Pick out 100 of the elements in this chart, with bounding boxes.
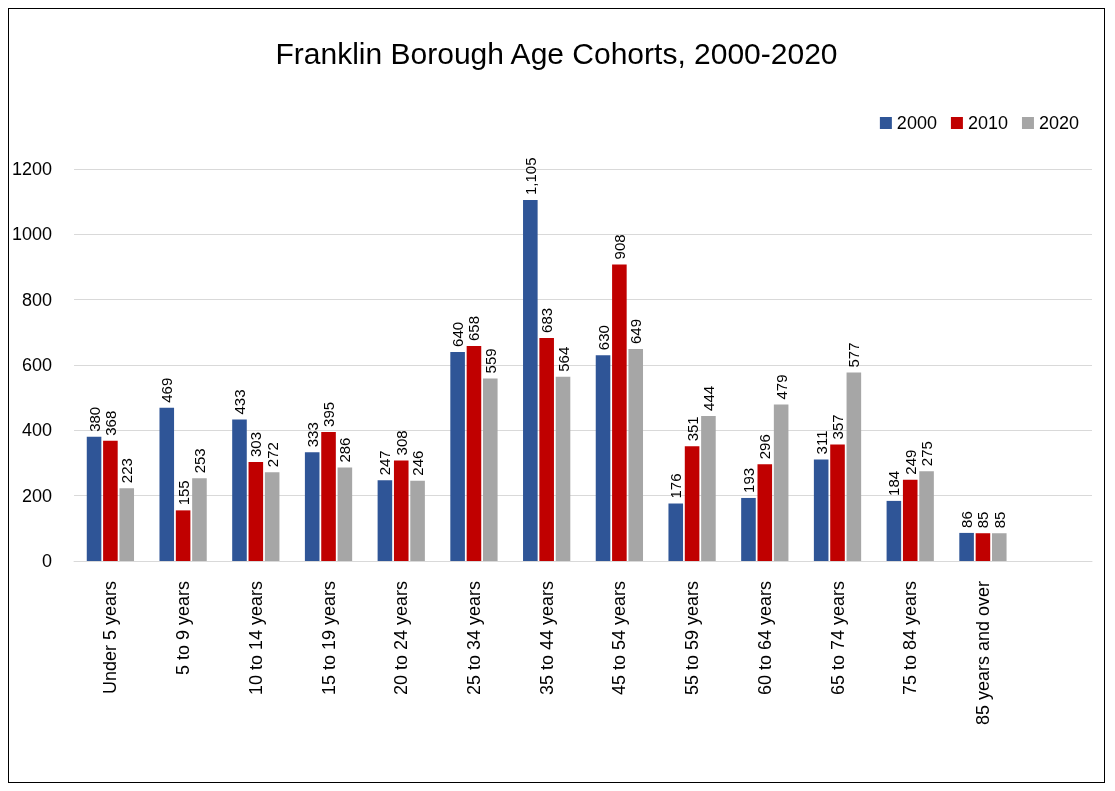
y-tick-label: 400 bbox=[22, 420, 53, 441]
data-label: 272 bbox=[263, 442, 281, 468]
data-label: 683 bbox=[538, 307, 556, 333]
x-tick-label: 75 to 84 years bbox=[900, 581, 921, 696]
bar bbox=[410, 480, 425, 561]
bar bbox=[393, 460, 409, 561]
x-tick-label: 20 to 24 years bbox=[391, 581, 412, 696]
bar bbox=[192, 478, 207, 561]
bar bbox=[959, 532, 974, 561]
data-label: 469 bbox=[158, 377, 176, 403]
bar bbox=[773, 404, 789, 561]
bar bbox=[741, 497, 756, 561]
bar bbox=[991, 533, 1007, 561]
data-label: 395 bbox=[320, 401, 338, 427]
data-label: 444 bbox=[699, 385, 717, 411]
y-tick-label: 800 bbox=[22, 289, 53, 310]
data-label: 193 bbox=[739, 467, 757, 493]
data-label: 577 bbox=[845, 342, 863, 368]
bar bbox=[377, 480, 393, 561]
data-label: 253 bbox=[190, 448, 208, 474]
bar bbox=[701, 415, 716, 561]
bar bbox=[304, 452, 320, 561]
x-tick-label: 10 to 14 years bbox=[245, 581, 266, 696]
data-label: 184 bbox=[885, 470, 903, 496]
data-label: 649 bbox=[627, 318, 645, 344]
bar bbox=[684, 446, 700, 561]
bar bbox=[483, 378, 498, 561]
bar bbox=[86, 436, 102, 561]
data-label: 559 bbox=[481, 348, 499, 374]
x-tick-label: 60 to 64 years bbox=[754, 581, 775, 696]
bar bbox=[321, 431, 336, 561]
data-label: 1,105 bbox=[521, 157, 539, 196]
x-tick-label: Under 5 years bbox=[100, 581, 121, 695]
data-label: 564 bbox=[554, 346, 572, 372]
bar bbox=[902, 479, 918, 561]
bar bbox=[175, 510, 191, 561]
data-label: 333 bbox=[303, 422, 321, 448]
data-label: 368 bbox=[101, 410, 119, 436]
data-label: 155 bbox=[174, 480, 192, 506]
x-tick-label: 35 to 44 years bbox=[536, 581, 557, 696]
y-tick-label: 0 bbox=[42, 551, 53, 571]
data-label: 433 bbox=[230, 389, 248, 415]
x-tick-label: 45 to 54 years bbox=[609, 581, 630, 696]
bar bbox=[248, 462, 264, 561]
chart-title: Franklin Borough Age Cohorts, 2000-2020 bbox=[275, 36, 838, 70]
bar bbox=[555, 376, 571, 561]
bar bbox=[813, 459, 829, 561]
data-label: 249 bbox=[901, 449, 919, 475]
y-tick-label: 200 bbox=[22, 485, 53, 506]
bar bbox=[612, 264, 627, 561]
data-label: 275 bbox=[918, 441, 936, 467]
bar bbox=[232, 419, 247, 561]
data-label: 357 bbox=[829, 414, 847, 440]
bar bbox=[159, 407, 175, 561]
x-tick-label: 25 to 34 years bbox=[463, 581, 484, 696]
data-label: 86 bbox=[958, 511, 976, 528]
legend-label: 2020 bbox=[1038, 113, 1079, 133]
data-label: 176 bbox=[667, 473, 685, 499]
y-tick-label: 1200 bbox=[12, 159, 53, 179]
data-label: 479 bbox=[772, 374, 790, 400]
bar bbox=[103, 440, 118, 561]
data-label: 908 bbox=[610, 234, 628, 260]
bar bbox=[628, 348, 644, 561]
data-label: 630 bbox=[594, 325, 612, 351]
bar bbox=[539, 337, 554, 561]
bar bbox=[919, 471, 934, 561]
data-label: 246 bbox=[409, 450, 427, 476]
bar bbox=[846, 372, 862, 561]
data-label: 303 bbox=[247, 431, 265, 458]
x-tick-label: 65 to 74 years bbox=[827, 581, 848, 696]
y-tick-label: 600 bbox=[22, 355, 53, 375]
bar bbox=[523, 200, 538, 561]
x-tick-label: 85 years and over bbox=[972, 581, 993, 726]
bar bbox=[119, 488, 135, 561]
x-tick-label: 55 to 59 years bbox=[682, 581, 703, 696]
data-label: 85 bbox=[990, 511, 1008, 529]
data-label: 247 bbox=[376, 450, 394, 476]
bar bbox=[668, 503, 684, 561]
data-label: 658 bbox=[465, 316, 483, 342]
data-label: 85 bbox=[974, 511, 992, 529]
y-tick-label: 1000 bbox=[12, 224, 53, 245]
bar bbox=[450, 351, 465, 561]
bar bbox=[264, 472, 280, 561]
data-label: 286 bbox=[336, 437, 354, 463]
bar bbox=[830, 444, 845, 561]
data-label: 223 bbox=[118, 458, 136, 484]
bar bbox=[886, 500, 902, 561]
bar bbox=[466, 346, 482, 561]
bar bbox=[337, 467, 353, 561]
data-label: 640 bbox=[449, 321, 467, 347]
data-label: 311 bbox=[812, 430, 830, 455]
legend-label: 2010 bbox=[967, 113, 1008, 133]
x-tick-label: 5 to 9 years bbox=[173, 581, 194, 676]
bar bbox=[757, 464, 773, 561]
x-tick-label: 15 to 19 years bbox=[318, 581, 339, 696]
data-label: 351 bbox=[683, 416, 701, 442]
data-label: 380 bbox=[85, 406, 103, 432]
legend-label: 2000 bbox=[896, 113, 937, 133]
bar bbox=[595, 355, 611, 561]
data-label: 308 bbox=[392, 430, 410, 456]
